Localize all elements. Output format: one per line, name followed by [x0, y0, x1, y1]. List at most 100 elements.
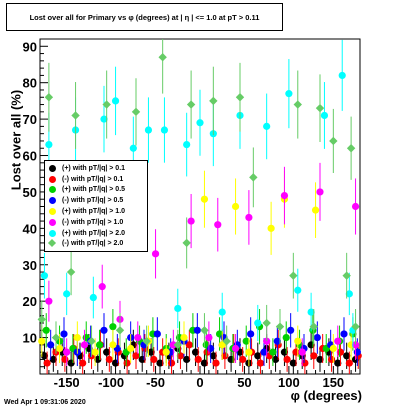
data-point	[327, 355, 336, 364]
legend-label: (-) with pT/|q| > 0.1	[62, 175, 124, 183]
data-point	[194, 355, 202, 364]
data-point	[61, 355, 69, 364]
data-point	[158, 53, 167, 62]
data-point	[263, 122, 271, 130]
legend-entry: (+) with pT/|q| > 2.0	[48, 228, 147, 239]
legend-label: (-) with pT/|q| > 0.5	[62, 197, 124, 205]
data-point	[275, 322, 285, 331]
data-point	[44, 93, 54, 102]
data-point	[267, 224, 275, 232]
data-point	[79, 359, 87, 367]
data-point	[273, 337, 281, 345]
legend: (+) with pT/|q| > 0.1 (-) with pT/|q| > …	[44, 160, 148, 252]
data-point	[239, 355, 247, 364]
y-tick-label: 60	[23, 149, 37, 164]
data-point	[245, 213, 253, 222]
data-point	[162, 348, 170, 356]
x-tick-label: -50	[146, 375, 165, 390]
data-point	[287, 326, 295, 334]
y-tick-label: 30	[23, 258, 37, 273]
data-point	[320, 111, 329, 120]
data-point	[342, 271, 351, 280]
data-point	[102, 100, 111, 109]
data-point	[129, 144, 137, 152]
data-point	[60, 330, 68, 338]
x-axis-label: φ (degrees)	[290, 388, 362, 403]
data-point	[315, 103, 325, 113]
data-point	[183, 355, 191, 364]
data-point	[298, 348, 306, 356]
data-point	[40, 352, 49, 360]
data-point	[45, 140, 53, 149]
data-point	[169, 341, 177, 349]
data-point	[43, 359, 51, 367]
x-tick-label: 50	[237, 375, 251, 390]
data-point	[209, 352, 217, 360]
data-point	[200, 326, 209, 335]
data-point	[345, 359, 353, 367]
data-point	[329, 344, 337, 353]
data-point	[285, 90, 293, 98]
y-tick-label: 80	[23, 76, 37, 91]
legend-entry: (+) with pT/|q| > 0.5	[48, 185, 147, 196]
data-point	[100, 326, 108, 334]
data-point	[294, 337, 302, 345]
data-point	[156, 359, 164, 367]
legend-label: (+) with pT/|q| > 1.0	[62, 208, 126, 216]
data-point	[289, 359, 297, 367]
data-point	[301, 359, 309, 367]
data-point	[66, 267, 76, 277]
data-point	[180, 333, 188, 342]
data-point	[280, 191, 289, 200]
data-point	[98, 283, 106, 291]
data-point	[245, 348, 253, 356]
data-point	[193, 326, 201, 334]
data-point	[200, 195, 209, 203]
data-point	[131, 107, 141, 117]
y-tick-label: 70	[23, 112, 37, 127]
data-point	[173, 340, 182, 350]
data-point	[63, 290, 71, 298]
data-point	[271, 355, 280, 364]
legend-entry: (-) with pT/|q| > 1.0	[48, 217, 147, 228]
data-point	[109, 323, 117, 331]
data-point	[55, 344, 64, 353]
data-point	[262, 318, 271, 328]
data-point	[269, 348, 277, 356]
legend-entry: (-) with pT/|q| > 0.5	[48, 195, 147, 206]
data-point	[47, 341, 55, 349]
data-point	[196, 119, 204, 127]
data-point	[254, 352, 262, 360]
data-point	[282, 333, 290, 342]
data-point	[49, 355, 57, 364]
data-point	[183, 140, 191, 149]
y-tick-label: 90	[23, 39, 37, 54]
y-tick-label: 50	[23, 185, 37, 200]
data-point	[89, 293, 97, 302]
data-point	[207, 344, 215, 353]
data-point	[218, 308, 226, 316]
data-point	[346, 144, 356, 153]
data-point	[73, 333, 81, 342]
data-point	[105, 355, 113, 364]
data-point	[209, 96, 218, 106]
legend-label: (+) with pT/|q| > 0.5	[62, 186, 126, 194]
legend-label: (-) with pT/|q| > 1.0	[62, 218, 124, 226]
data-point	[353, 348, 361, 356]
data-point	[292, 348, 300, 356]
data-point	[231, 202, 240, 211]
data-point	[37, 315, 46, 324]
data-point	[174, 304, 182, 313]
data-point	[313, 333, 321, 342]
x-tick-label: 100	[278, 375, 300, 390]
data-point	[263, 337, 271, 345]
data-point	[150, 355, 158, 364]
data-point	[200, 359, 209, 367]
data-point	[334, 337, 342, 345]
timestamp-footer: Wed Apr 1 09:31:06 2020	[4, 399, 86, 406]
data-point	[80, 341, 89, 349]
data-point	[247, 330, 255, 338]
data-point	[95, 341, 104, 349]
x-tick-label: 150	[322, 375, 344, 390]
data-point	[123, 359, 131, 367]
